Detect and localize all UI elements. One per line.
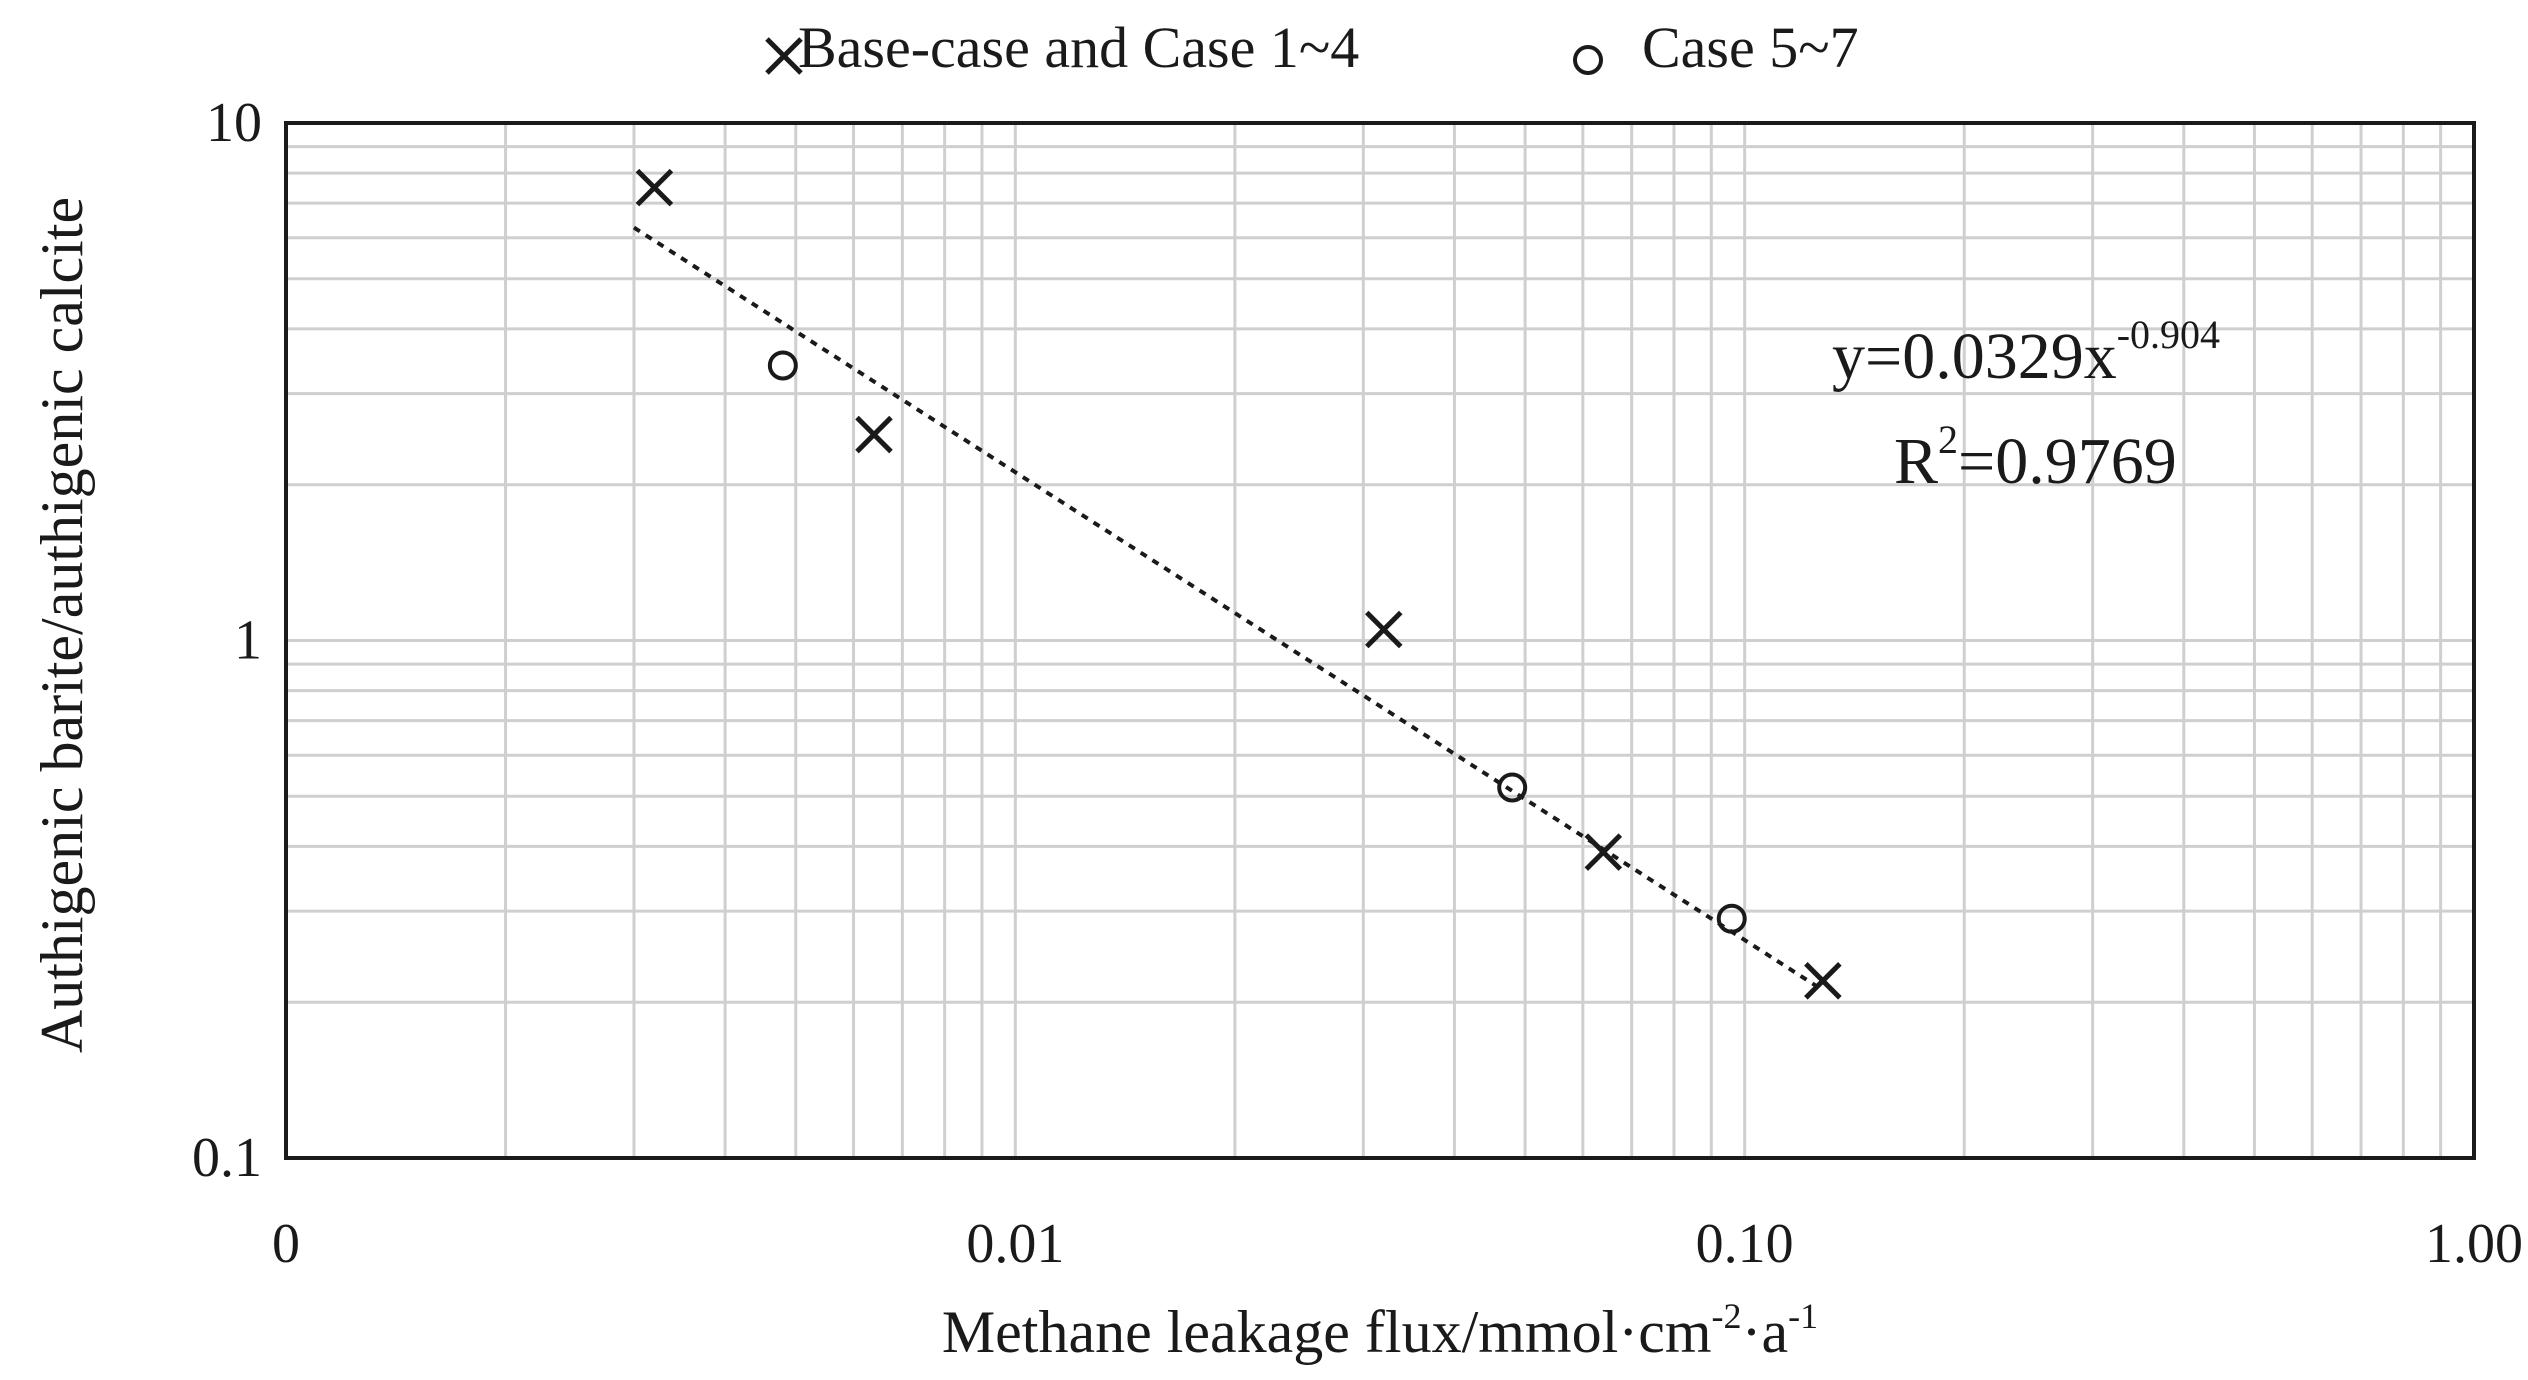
y-tick-label: 10 [206,92,262,154]
data-point-circle [1716,903,1747,934]
legend-marker-circle [1573,45,1603,75]
r-squared-label: R2=0.9769 [1894,417,2177,498]
tick-label-layer: 0 0.01 0.10 1.00 0.1 1 10 [192,92,2523,1275]
plot-frame [284,121,2476,1160]
x-axis-title-sup1: -2 [1712,1296,1742,1336]
equation-exponent: -0.904 [2117,312,2220,357]
x-axis-title-main: Methane leakage flux/mmol·cm [942,1299,1712,1365]
marker-layer [635,168,1842,1000]
y-tick-label: 1 [234,610,262,672]
r-squared-value: =0.9769 [1958,425,2177,498]
x-tick-label: 0.10 [1696,1213,1794,1275]
data-point-x [1804,962,1842,1000]
data-point-x [635,168,674,207]
x-marker-stroke [765,37,803,75]
x-tick-label: 0 [272,1213,300,1275]
data-point-circle [1497,772,1528,803]
legend-circle-icon [1573,45,1603,75]
x-marker-stroke [1804,962,1842,1000]
legend-x-icon [765,37,803,75]
x-marker-stroke [635,168,674,207]
x-axis-title-sup2: -1 [1788,1296,1818,1336]
data-point-x [855,415,893,454]
trendline [632,225,1824,992]
y-axis-title: Authigenic barite/authigenic calcite [29,197,95,1053]
x-axis-title: Methane leakage flux/mmol·cm-2·a-1 [942,1296,1818,1365]
r-squared-r: R [1894,425,1938,498]
data-point-circle [767,350,798,381]
data-point-x [1364,610,1403,649]
y-tick-label: 0.1 [192,1127,262,1189]
x-tick-label: 0.01 [966,1213,1064,1275]
trendline-equation: y=0.0329x-0.904 [1832,312,2220,393]
x-marker-stroke [1584,833,1623,871]
trendline-layer [632,225,1824,992]
x-marker-stroke [1364,610,1403,649]
equation-main: y=0.0329x [1832,320,2117,393]
x-axis-title-mid: ·a [1742,1299,1789,1365]
data-point-x [1584,833,1623,871]
grid-layer [286,123,2474,1158]
legend-label-case-5-7: Case 5~7 [1642,15,1859,80]
legend: Base-case and Case 1~4 Case 5~7 [765,15,1859,80]
legend-marker-x [765,37,803,75]
x-marker-stroke [855,415,893,454]
legend-label-base-case: Base-case and Case 1~4 [798,15,1359,80]
x-tick-label: 1.00 [2425,1213,2523,1275]
r-squared-sup: 2 [1938,417,1958,462]
